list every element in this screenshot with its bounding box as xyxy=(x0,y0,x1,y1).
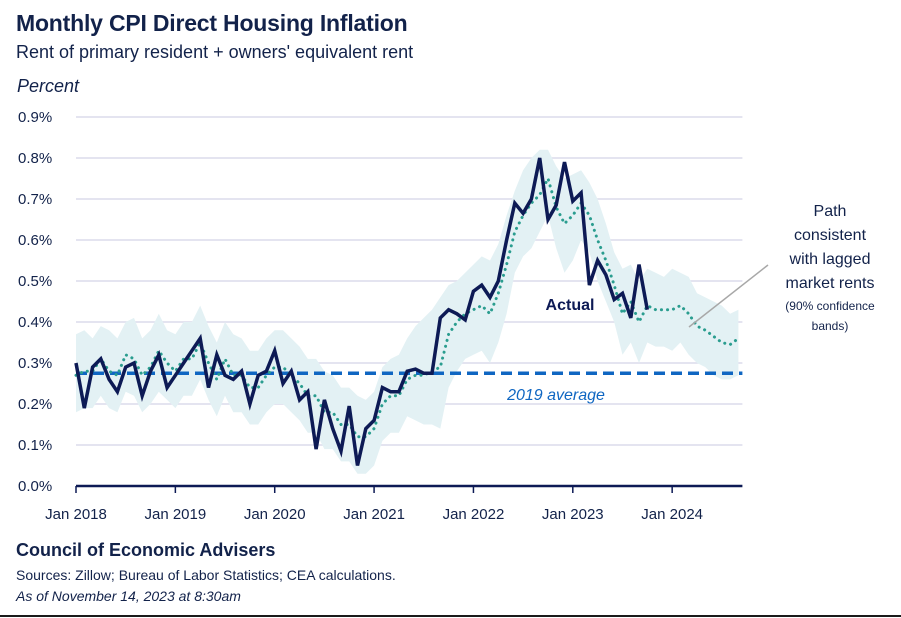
y-tick-label: 0.0% xyxy=(18,478,52,495)
annotation-connector xyxy=(688,264,769,328)
annotation-line: with lagged xyxy=(789,251,871,268)
x-tick-label: Jan 2024 xyxy=(641,506,703,523)
annotation-note: (90% confidence xyxy=(785,299,875,313)
y-tick-label: 0.3% xyxy=(18,355,52,372)
y-tick-label: 0.7% xyxy=(18,191,52,208)
x-tick-label: Jan 2018 xyxy=(45,506,107,523)
chart-title: Monthly CPI Direct Housing Inflation xyxy=(16,10,408,36)
annotation-note: bands) xyxy=(811,319,849,333)
x-tick-labels: Jan 2018 Jan 2019 Jan 2020 Jan 2021 Jan 2022… xyxy=(45,506,703,523)
footer-organization: Council of Economic Advisers xyxy=(16,540,276,560)
annotations-layer: Actual 2019 average xyxy=(506,264,769,404)
confidence-band xyxy=(76,149,739,474)
y-tick-label: 0.1% xyxy=(18,437,52,454)
y-tick-label: 0.2% xyxy=(18,396,52,413)
bottom-rule xyxy=(0,615,901,617)
y-tick-labels: 0.0% 0.1% 0.2% 0.3% 0.4% 0.5% 0.6% 0.7% 0.8% 0.9% xyxy=(18,109,52,495)
y-tick-label: 0.5% xyxy=(18,273,52,290)
annotation-line: consistent xyxy=(793,227,867,244)
average-line-label: 2019 average xyxy=(506,387,605,404)
y-axis-unit-label: Percent xyxy=(17,76,80,96)
y-tick-label: 0.6% xyxy=(18,232,52,249)
path-annotation: Path consistent with lagged market rents… xyxy=(770,200,890,336)
y-tick-label: 0.8% xyxy=(18,150,52,167)
annotation-line: Path xyxy=(813,203,847,220)
actual-line-layer xyxy=(74,157,650,466)
x-tick-label: Jan 2022 xyxy=(443,506,505,523)
confidence-band-layer xyxy=(76,149,739,474)
x-tick-label: Jan 2023 xyxy=(542,506,604,523)
x-tick-label: Jan 2019 xyxy=(144,506,206,523)
footer-sources: Sources: Zillow; Bureau of Labor Statist… xyxy=(16,567,396,583)
y-tick-label: 0.4% xyxy=(18,314,52,331)
actual-series-label: Actual xyxy=(546,297,595,314)
x-axis xyxy=(75,484,743,493)
y-tick-label: 0.9% xyxy=(18,109,52,126)
actual-line xyxy=(74,157,650,466)
footer-as-of: As of November 14, 2023 at 8:30am xyxy=(16,588,241,604)
annotation-line: market rents xyxy=(785,275,875,292)
chart-subtitle: Rent of primary resident + owners' equiv… xyxy=(16,42,414,62)
x-tick-label: Jan 2021 xyxy=(343,506,405,523)
x-tick-label: Jan 2020 xyxy=(244,506,306,523)
